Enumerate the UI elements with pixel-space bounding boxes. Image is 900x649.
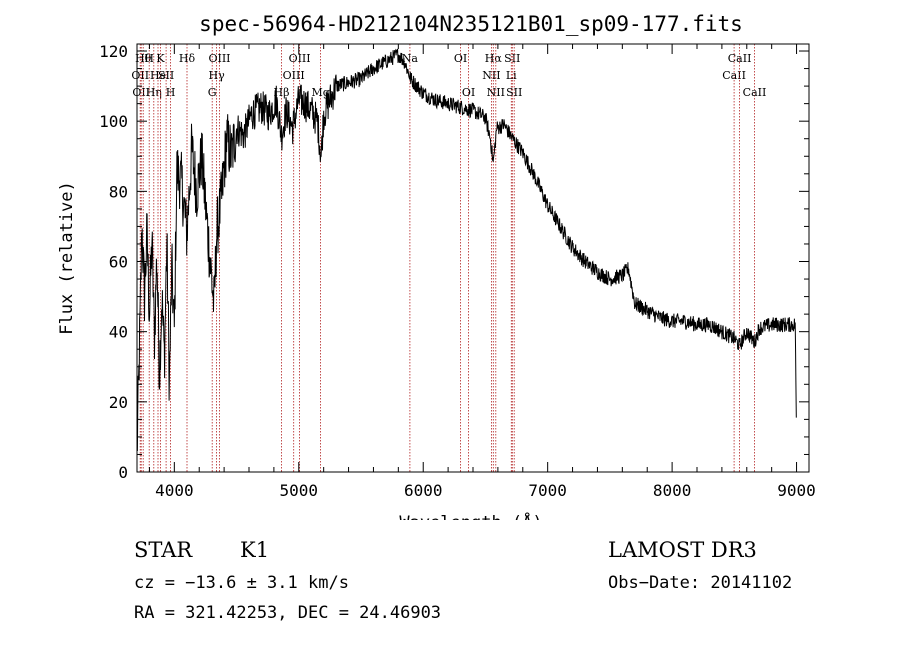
line-label-28: CaII xyxy=(743,86,767,99)
y-tick-label-4: 80 xyxy=(109,182,128,201)
spectrum-series xyxy=(136,48,797,452)
line-label-27: CaII xyxy=(728,52,752,65)
line-label-8: H xyxy=(166,86,176,99)
x-tick-label-2: 6000 xyxy=(404,481,443,500)
line-label-2: Hθ xyxy=(135,52,152,65)
object-class: STAR xyxy=(134,538,193,562)
coordinates: RA = 321.42253, DEC = 24.46903 xyxy=(134,603,442,623)
y-tick-label-2: 40 xyxy=(109,323,128,342)
redshift-cz: cz = −13.6 ± 3.1 km/s xyxy=(134,573,349,593)
line-label-0: OII xyxy=(131,69,149,82)
line-label-23: Li xyxy=(506,69,517,82)
line-label-26: CaII xyxy=(722,69,746,82)
x-axis-label: Wavelength (Å) xyxy=(399,511,542,520)
y-tick-label-0: 0 xyxy=(118,463,128,482)
line-label-22: NII xyxy=(487,86,505,99)
y-tick-label-6: 120 xyxy=(99,42,128,61)
axis-ticks: 4000 5000 6000 7000 8000 9000 0 20 40 60 80 100 120 xyxy=(99,42,816,500)
line-label-15: OIII xyxy=(289,52,311,65)
line-label-24: SII xyxy=(504,52,520,65)
plot-frame xyxy=(136,43,810,473)
spectrum-chart: spec-56964-HD212104N235121B01_sp09-177.f… xyxy=(57,12,816,520)
chart-title: spec-56964-HD212104N235121B01_sp09-177.f… xyxy=(199,12,743,36)
line-label-16: Mg xyxy=(311,86,329,99)
line-label-10: G xyxy=(208,86,217,99)
line-label-25: SII xyxy=(506,86,522,99)
line-label-11: Hγ xyxy=(209,69,226,82)
x-tick-label-5: 9000 xyxy=(777,481,816,500)
emission-line-markers: OIIOIIHθHHηHeKSIIHHδGHγOIIIHβOIIIOIIIMgN… xyxy=(131,44,766,472)
x-tick-label-4: 8000 xyxy=(653,481,692,500)
line-label-9: Hδ xyxy=(179,52,196,65)
y-tick-label-3: 60 xyxy=(109,253,128,272)
line-label-12: OIII xyxy=(208,52,230,65)
line-label-17: Na xyxy=(402,52,419,65)
y-tick-label-5: 100 xyxy=(99,112,128,131)
x-tick-label-1: 5000 xyxy=(280,481,319,500)
line-label-21: Hα xyxy=(485,52,503,65)
survey-name: LAMOST DR3 xyxy=(608,538,757,562)
line-label-19: OI xyxy=(462,86,475,99)
line-label-3: H xyxy=(144,52,154,65)
y-axis-label: Flux (relative) xyxy=(57,181,77,335)
object-subclass: K1 xyxy=(240,538,270,562)
line-label-4: Hη xyxy=(146,86,162,99)
line-label-18: OI xyxy=(454,52,467,65)
line-label-6: K xyxy=(156,52,165,65)
line-label-5: He xyxy=(150,69,166,82)
spectrum-line xyxy=(136,48,797,452)
line-label-14: OIII xyxy=(283,69,305,82)
y-tick-label-1: 20 xyxy=(109,393,128,412)
line-label-20: NII xyxy=(482,69,500,82)
line-label-7: SII xyxy=(158,69,174,82)
line-label-13: Hβ xyxy=(274,86,290,99)
x-tick-label-3: 7000 xyxy=(528,481,567,500)
observation-date: Obs−Date: 20141102 xyxy=(608,573,793,593)
x-tick-label-0: 4000 xyxy=(155,481,194,500)
